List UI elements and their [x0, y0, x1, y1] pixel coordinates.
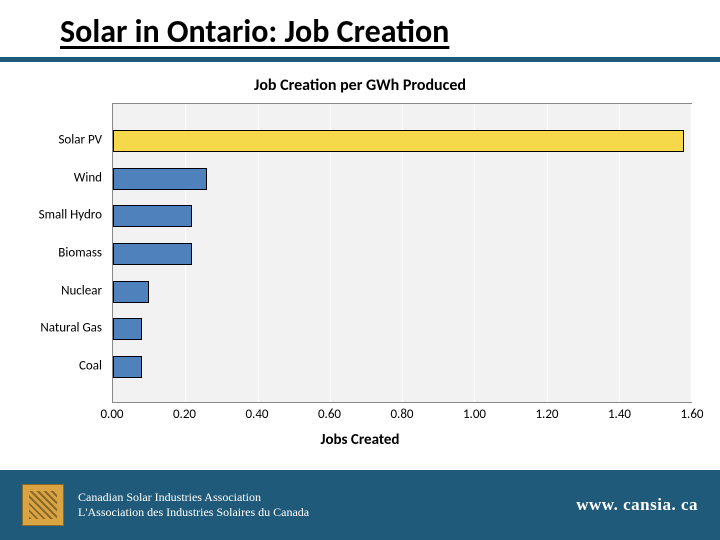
x-tick-label: 1.40 — [608, 407, 631, 422]
bar — [113, 243, 192, 265]
gridline — [691, 104, 692, 402]
x-tick-label: 0.00 — [100, 407, 123, 422]
chart: Job Creation per GWh Produced Solar PV Wi… — [0, 62, 720, 470]
bar-row — [113, 243, 691, 265]
y-tick-label: Biomass — [20, 246, 102, 261]
x-tick-label: 0.40 — [245, 407, 268, 422]
bar — [113, 205, 192, 227]
website-url: www. cansia. ca — [576, 495, 698, 515]
x-axis-title: Jobs Created — [20, 431, 700, 449]
footer: Canadian Solar Industries Association L'… — [0, 470, 720, 540]
x-axis-labels: 0.000.200.400.600.801.001.201.401.60 — [112, 403, 692, 429]
assoc-en: Canadian Solar Industries Association — [78, 490, 309, 505]
chart-title: Job Creation per GWh Produced — [20, 76, 700, 95]
plot-wrap: Solar PV Wind Small Hydro Biomass Nuclear Nat… — [20, 103, 700, 403]
slide: Solar in Ontario: Job Creation Job Creat… — [0, 0, 720, 540]
bar — [113, 318, 142, 340]
association-name: Canadian Solar Industries Association L'… — [78, 490, 309, 520]
y-tick-label: Natural Gas — [20, 321, 102, 336]
y-tick-label: Nuclear — [20, 283, 102, 298]
y-tick-label: Coal — [20, 359, 102, 374]
x-tick-label: 1.20 — [535, 407, 558, 422]
bar — [113, 356, 142, 378]
page-title: Solar in Ontario: Job Creation — [60, 12, 680, 51]
x-tick-label: 0.60 — [318, 407, 341, 422]
cansia-logo-icon — [22, 484, 64, 526]
bar-row — [113, 281, 691, 303]
x-tick-label: 1.00 — [463, 407, 486, 422]
bar — [113, 168, 207, 190]
bar-row — [113, 205, 691, 227]
bar-row — [113, 130, 691, 152]
title-wrap: Solar in Ontario: Job Creation — [0, 0, 720, 51]
assoc-fr: L'Association des Industries Solaires du… — [78, 505, 309, 520]
plot-area — [112, 103, 692, 403]
y-tick-label: Wind — [20, 170, 102, 185]
bar — [113, 130, 684, 152]
bar-row — [113, 356, 691, 378]
x-tick-label: 0.20 — [173, 407, 196, 422]
bar-row — [113, 318, 691, 340]
y-tick-label: Small Hydro — [20, 208, 102, 223]
x-tick-label: 1.60 — [680, 407, 703, 422]
bar-row — [113, 168, 691, 190]
y-axis-labels: Solar PV Wind Small Hydro Biomass Nuclear Nat… — [20, 103, 108, 403]
bar — [113, 281, 149, 303]
y-tick-label: Solar PV — [20, 132, 102, 147]
x-tick-label: 0.80 — [390, 407, 413, 422]
